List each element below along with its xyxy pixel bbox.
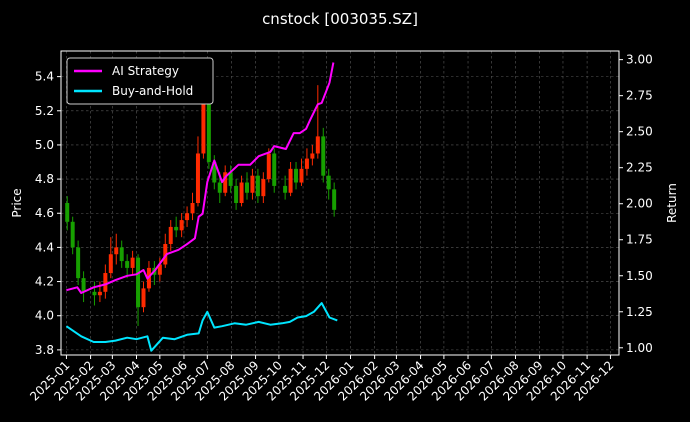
y-left-tick-label: 4.4 <box>35 240 54 254</box>
series-line-buy-and-hold <box>65 302 338 352</box>
candle-body <box>212 162 217 183</box>
candle-body <box>65 203 70 222</box>
legend-label-ai-strategy: AI Strategy <box>112 64 179 78</box>
candle-body <box>125 261 130 268</box>
plot-frame <box>60 50 620 356</box>
y-right-tick-label: 2.75 <box>626 89 653 103</box>
y-right-tick-label: 2.25 <box>626 161 653 175</box>
candlestick-series <box>65 80 337 326</box>
y-left-tick-label: 5.2 <box>35 104 54 118</box>
candle-body <box>310 153 315 159</box>
y-left-tick-label: 5.4 <box>35 70 54 84</box>
y-right-tick-label: 3.00 <box>626 53 653 67</box>
legend-label-buy-and-hold: Buy-and-Hold <box>112 84 193 98</box>
candle-body <box>76 247 81 279</box>
candle-body <box>119 247 124 262</box>
candle-body <box>255 175 260 197</box>
candle-body <box>70 221 75 248</box>
y-left-tick-label: 4.6 <box>35 206 54 220</box>
y-left-tick-label: 3.8 <box>35 343 54 357</box>
candle-body <box>266 153 271 180</box>
candle-body <box>179 220 184 231</box>
candle-body <box>288 168 293 193</box>
y-axis-right: 1.00 1.25 1.50 1.75 2.00 2.25 2.50 2.75 3.00 <box>619 53 653 355</box>
y-left-tick-label: 4.8 <box>35 172 54 186</box>
candle-body <box>174 226 179 231</box>
candle-body <box>136 257 141 308</box>
legend: AI Strategy Buy-and-Hold <box>66 57 214 105</box>
chart-title: cnstock [003035.SZ] <box>262 10 418 28</box>
candle-body <box>234 185 239 203</box>
candle-body <box>299 168 304 183</box>
candle-body <box>272 153 277 186</box>
candle-body <box>97 291 102 296</box>
candle-body <box>201 102 206 154</box>
y-left-tick-label: 4.0 <box>35 309 54 323</box>
y-right-tick-label: 1.00 <box>626 341 653 355</box>
y-axis-left: 3.8 4.0 4.2 4.4 4.6 4.8 5.0 5.2 5.4 <box>35 70 61 357</box>
candle-body <box>283 185 288 193</box>
candle-body <box>157 264 162 275</box>
y-left-tick-label: 4.2 <box>35 275 54 289</box>
series-line-ai-strategy <box>66 62 335 294</box>
candle-body <box>304 158 309 169</box>
candle-body <box>261 179 266 197</box>
candle-body <box>245 182 249 193</box>
candle-body <box>223 172 228 193</box>
legend-box <box>66 57 214 105</box>
y-right-tick-label: 2.50 <box>626 125 653 139</box>
y-right-tick-label: 2.00 <box>626 197 653 211</box>
candle-body <box>141 288 146 308</box>
candle-body <box>332 189 337 210</box>
candle-body <box>321 136 326 176</box>
candle-body <box>130 257 135 268</box>
y-right-tick-label: 1.25 <box>626 305 653 319</box>
candle-body <box>108 254 113 274</box>
return-series <box>65 62 338 352</box>
candle-body <box>81 278 86 292</box>
candle-body <box>185 213 190 221</box>
candle-body <box>92 291 97 296</box>
candle-body <box>315 136 320 154</box>
candle-body <box>294 168 299 183</box>
candle-body <box>239 182 244 203</box>
candle-body <box>326 175 331 190</box>
candle-body <box>217 182 222 193</box>
y-right-tick-label: 1.50 <box>626 269 653 283</box>
y-axis-right-label: Return <box>665 183 679 223</box>
candle-body <box>228 172 233 186</box>
candle-body <box>190 203 195 214</box>
candle-body <box>250 175 255 193</box>
y-left-tick-label: 5.0 <box>35 138 54 152</box>
candle-body <box>195 153 200 203</box>
candle-body <box>114 247 119 255</box>
candle-body <box>206 102 211 163</box>
candle-body <box>168 226 173 244</box>
y-right-tick-label: 1.75 <box>626 233 653 247</box>
candle-body <box>103 273 108 292</box>
candle-body <box>163 243 168 265</box>
y-axis-left-label: Price <box>10 188 24 217</box>
